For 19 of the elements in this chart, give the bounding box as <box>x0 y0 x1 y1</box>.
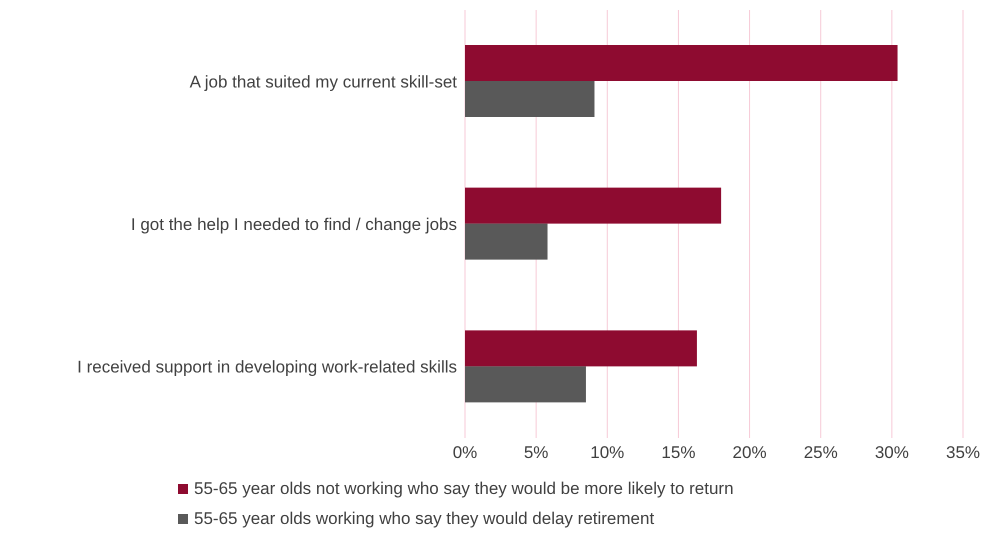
y-tick-label: A job that suited my current skill-set <box>190 72 458 92</box>
y-tick-label: I got the help I needed to find / change jobs <box>130 215 457 234</box>
y-tick-label: I received support in developing work-related skills <box>77 358 457 377</box>
x-tick-label: 10% <box>590 443 624 462</box>
bar <box>465 81 594 117</box>
x-tick-label: 25% <box>804 443 838 462</box>
x-tick-label: 20% <box>732 443 767 462</box>
x-tick-label: 35% <box>946 443 980 462</box>
bar <box>465 330 697 366</box>
x-tick-label: 0% <box>452 443 478 462</box>
x-tick-label: 5% <box>524 443 548 462</box>
x-tick-label: 30% <box>874 443 909 462</box>
bar <box>465 366 586 402</box>
legend-label: 55-65 year olds working who say they would delay retirement <box>194 509 654 529</box>
bar <box>465 188 722 224</box>
legend-label: 55-65 year olds not working who say they would be more likely to return <box>194 479 734 499</box>
x-tick-label: 15% <box>661 443 696 462</box>
bar <box>465 45 898 81</box>
bar <box>465 224 548 260</box>
